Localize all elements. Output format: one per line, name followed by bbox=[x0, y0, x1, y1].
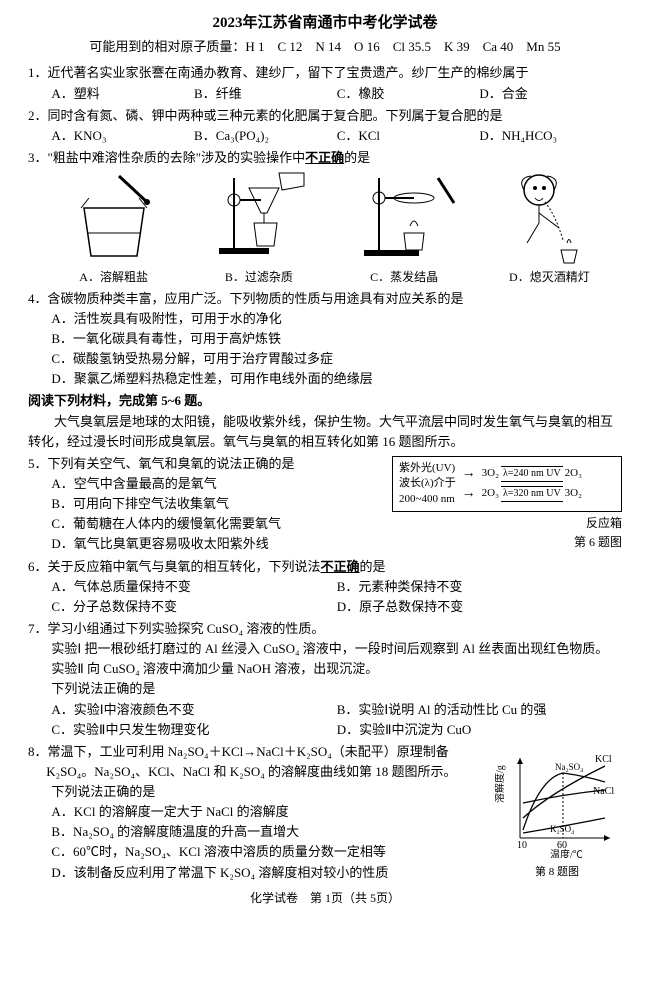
q5-optC: C．葡萄糖在人体内的缓慢氧化需要氧气 bbox=[51, 514, 386, 534]
q4-optD: D．聚氯乙烯塑料热稳定性差，可用作电线外面的绝缘层 bbox=[51, 369, 622, 389]
rx1-right: 2O₃ bbox=[565, 466, 582, 481]
question-6: 6．关于反应箱中氧气与臭氧的相互转化，下列说法不正确的是 A．气体总质量保持不变… bbox=[28, 557, 622, 617]
q8-ask: 下列说法正确的是 bbox=[28, 782, 486, 802]
q7-ask: 下列说法正确的是 bbox=[51, 679, 622, 699]
q3-diagrams: A．溶解粗盐 B．过滤杂质 bbox=[28, 168, 622, 287]
q3-optD: D．熄灭酒精灯 bbox=[477, 268, 622, 287]
q7-stem: 7．学习小组通过下列实验探究 CuSO₄ 溶液的性质。 bbox=[28, 619, 622, 639]
svg-text:K₂SO₄: K₂SO₄ bbox=[550, 824, 574, 834]
q8-graph-caption: 第 8 题图 bbox=[492, 864, 622, 881]
rx2-cond: λ=320 nm UV bbox=[501, 486, 563, 502]
question-5: 5．下列有关空气、氧气和臭氧的说法正确的是 A．空气中含量最高的是氧气 B．可用… bbox=[28, 454, 386, 555]
box-caption: 第 6 题图 bbox=[574, 535, 622, 549]
xt0: 10 bbox=[517, 840, 527, 851]
q5-optB: B．可用向下排空气法收集氧气 bbox=[51, 494, 386, 514]
q8-optA: A．KCl 的溶解度一定大于 NaCl 的溶解度 bbox=[51, 802, 486, 822]
q3-stem2: 的是 bbox=[344, 150, 370, 165]
question-3: 3．"粗盐中难溶性杂质的去除"涉及的实验操作中不正确的是 A．溶解粗盐 bbox=[28, 148, 622, 287]
q3-bold: 不正确 bbox=[305, 150, 344, 165]
q3-diagC: C．蒸发结晶 bbox=[332, 168, 477, 287]
q6-stem1: 6．关于反应箱中氧气与臭氧的相互转化，下列说法 bbox=[28, 559, 321, 574]
question-4: 4．含碳物质种类丰富，应用广泛。下列物质的性质与用途具有对应关系的是 A．活性炭… bbox=[28, 289, 622, 390]
q2-optA: A．KNO₃ bbox=[51, 126, 194, 146]
q2-optB: B．Ca₃(PO₄)₂ bbox=[194, 126, 337, 146]
q4-optB: B．一氧化碳具有毒性，可用于高炉炼铁 bbox=[51, 329, 622, 349]
q3-optC: C．蒸发结晶 bbox=[332, 268, 477, 287]
q2-optC: C．KCl bbox=[337, 126, 480, 146]
q6-optD: D．原子总数保持不变 bbox=[337, 597, 622, 617]
q8-optC: C．60℃时，Na₂SO₄、KCl 溶液中溶质的质量分数一定相等 bbox=[51, 842, 486, 862]
q2-optD: D．NH₄HCO₃ bbox=[479, 126, 622, 146]
svg-text:NaCl: NaCl bbox=[593, 786, 614, 797]
rx1-left: 3O₂ bbox=[482, 466, 499, 481]
q6-optB: B．元素种类保持不变 bbox=[337, 577, 622, 597]
question-5-row: 5．下列有关空气、氧气和臭氧的说法正确的是 A．空气中含量最高的是氧气 B．可用… bbox=[28, 452, 622, 555]
xl: 温度/℃ bbox=[550, 848, 583, 858]
q1-optA: A．塑料 bbox=[51, 84, 194, 104]
q1-optC: C．橡胶 bbox=[337, 84, 480, 104]
section-5-6-heading: 阅读下列材料，完成第 5~6 题。 bbox=[28, 391, 622, 411]
question-1: 1．近代著名实业家张謇在南通办教育、建纱厂，留下了宝贵遗产。纱厂生产的棉纱属于 … bbox=[28, 63, 622, 103]
q3-stem1: 3．"粗盐中难溶性杂质的去除"涉及的实验操作中 bbox=[28, 150, 305, 165]
passage-5-6: 大气臭氧层是地球的太阳镜，能吸收紫外线，保护生物。大气平流层中同时发生氧气与臭氧… bbox=[28, 412, 622, 452]
q3-diagD: D．熄灭酒精灯 bbox=[477, 168, 622, 287]
box-label: 反应箱 bbox=[586, 516, 622, 530]
atomic-masses: 可能用到的相对原子质量：H 1 C 12 N 14 O 16 Cl 35.5 K… bbox=[28, 37, 622, 57]
exam-page: 2023年江苏省南通市中考化学试卷 可能用到的相对原子质量：H 1 C 12 N… bbox=[0, 0, 650, 915]
q5-optD: D．氧气比臭氧更容易吸收太阳紫外线 bbox=[51, 534, 386, 554]
q1-optD: D．合金 bbox=[479, 84, 622, 104]
uv-l3: 200~400 nm bbox=[399, 492, 456, 507]
q7-optD: D．实验Ⅱ中沉淀为 CuO bbox=[337, 720, 622, 740]
q8-optB: B．Na₂SO₄ 的溶解度随温度的升高一直增大 bbox=[51, 822, 486, 842]
rx2-left: 2O₃ bbox=[482, 486, 499, 501]
rx1-cond: λ=240 nm UV bbox=[501, 466, 563, 482]
q2-stem: 2．同时含有氮、磷、钾中两种或三种元素的化肥属于复合肥。下列属于复合肥的是 bbox=[28, 106, 622, 126]
q3-diagB: B．过滤杂质 bbox=[186, 168, 331, 287]
yl: 溶解度/g bbox=[495, 765, 506, 803]
q1-stem: 1．近代著名实业家张謇在南通办教育、建纱厂，留下了宝贵遗产。纱厂生产的棉纱属于 bbox=[28, 63, 622, 83]
q5-stem: 5．下列有关空气、氧气和臭氧的说法正确的是 bbox=[28, 454, 386, 474]
page-footer: 化学试卷 第 1页（共 5页） bbox=[28, 889, 622, 908]
q8-stem: 8．常温下，工业可利用 Na₂SO₄＋KCl→NaCl＋K₂SO₄（未配平）原理… bbox=[28, 742, 486, 782]
q7-exp1: 实验Ⅰ 把一根砂纸打磨过的 Al 丝浸入 CuSO₄ 溶液中，一段时间后观察到 … bbox=[51, 639, 622, 659]
svg-text:Na₂SO₄: Na₂SO₄ bbox=[555, 762, 583, 772]
q3-optB: B．过滤杂质 bbox=[186, 268, 331, 287]
reaction-box: 紫外光(UV) 波长(λ)介于 200~400 nm →→ 3O₂ λ=240 … bbox=[392, 456, 622, 512]
rx2-right: 3O₂ bbox=[565, 486, 582, 501]
question-7: 7．学习小组通过下列实验探究 CuSO₄ 溶液的性质。 实验Ⅰ 把一根砂纸打磨过… bbox=[28, 619, 622, 740]
q6-stem: 6．关于反应箱中氧气与臭氧的相互转化，下列说法不正确的是 bbox=[28, 557, 622, 577]
q6-optC: C．分子总数保持不变 bbox=[51, 597, 336, 617]
q4-stem: 4．含碳物质种类丰富，应用广泛。下列物质的性质与用途具有对应关系的是 bbox=[28, 289, 622, 309]
q4-optC: C．碳酸氢钠受热易分解，可用于治疗胃酸过多症 bbox=[51, 349, 622, 369]
q8-optD: D．该制备反应利用了常温下 K₂SO₄ 溶解度相对较小的性质 bbox=[51, 863, 486, 883]
q6-bold: 不正确 bbox=[321, 559, 360, 574]
q1-optB: B．纤维 bbox=[194, 84, 337, 104]
q7-optA: A．实验Ⅰ中溶液颜色不变 bbox=[51, 700, 336, 720]
svg-text:KCl: KCl bbox=[595, 754, 612, 765]
q7-optC: C．实验Ⅱ中只发生物理变化 bbox=[51, 720, 336, 740]
uv-l2: 波长(λ)介于 bbox=[399, 476, 456, 491]
q3-optA: A．溶解粗盐 bbox=[41, 268, 186, 287]
question-8: 8．常温下，工业可利用 Na₂SO₄＋KCl→NaCl＋K₂SO₄（未配平）原理… bbox=[28, 742, 486, 883]
page-title: 2023年江苏省南通市中考化学试卷 bbox=[28, 12, 622, 35]
q5-optA: A．空气中含量最高的是氧气 bbox=[51, 474, 386, 494]
q3-diagA: A．溶解粗盐 bbox=[41, 168, 186, 287]
q6-stem2: 的是 bbox=[360, 559, 386, 574]
q8-graph: KCl Na₂SO₄ NaCl K₂SO₄ 10 60 溶解度/g 温度/℃ 第… bbox=[492, 748, 622, 881]
uv-l1: 紫外光(UV) bbox=[399, 461, 456, 476]
question-8-row: 8．常温下，工业可利用 Na₂SO₄＋KCl→NaCl＋K₂SO₄（未配平）原理… bbox=[28, 740, 622, 883]
question-2: 2．同时含有氮、磷、钾中两种或三种元素的化肥属于复合肥。下列属于复合肥的是 A．… bbox=[28, 106, 622, 146]
q4-optA: A．活性炭具有吸附性，可用于水的净化 bbox=[51, 309, 622, 329]
q7-exp2: 实验Ⅱ 向 CuSO₄ 溶液中滴加少量 NaOH 溶液，出现沉淀。 bbox=[51, 659, 622, 679]
q6-optA: A．气体总质量保持不变 bbox=[51, 577, 336, 597]
q7-optB: B．实验Ⅰ说明 Al 的活动性比 Cu 的强 bbox=[337, 700, 622, 720]
q3-stem: 3．"粗盐中难溶性杂质的去除"涉及的实验操作中不正确的是 bbox=[28, 148, 622, 168]
